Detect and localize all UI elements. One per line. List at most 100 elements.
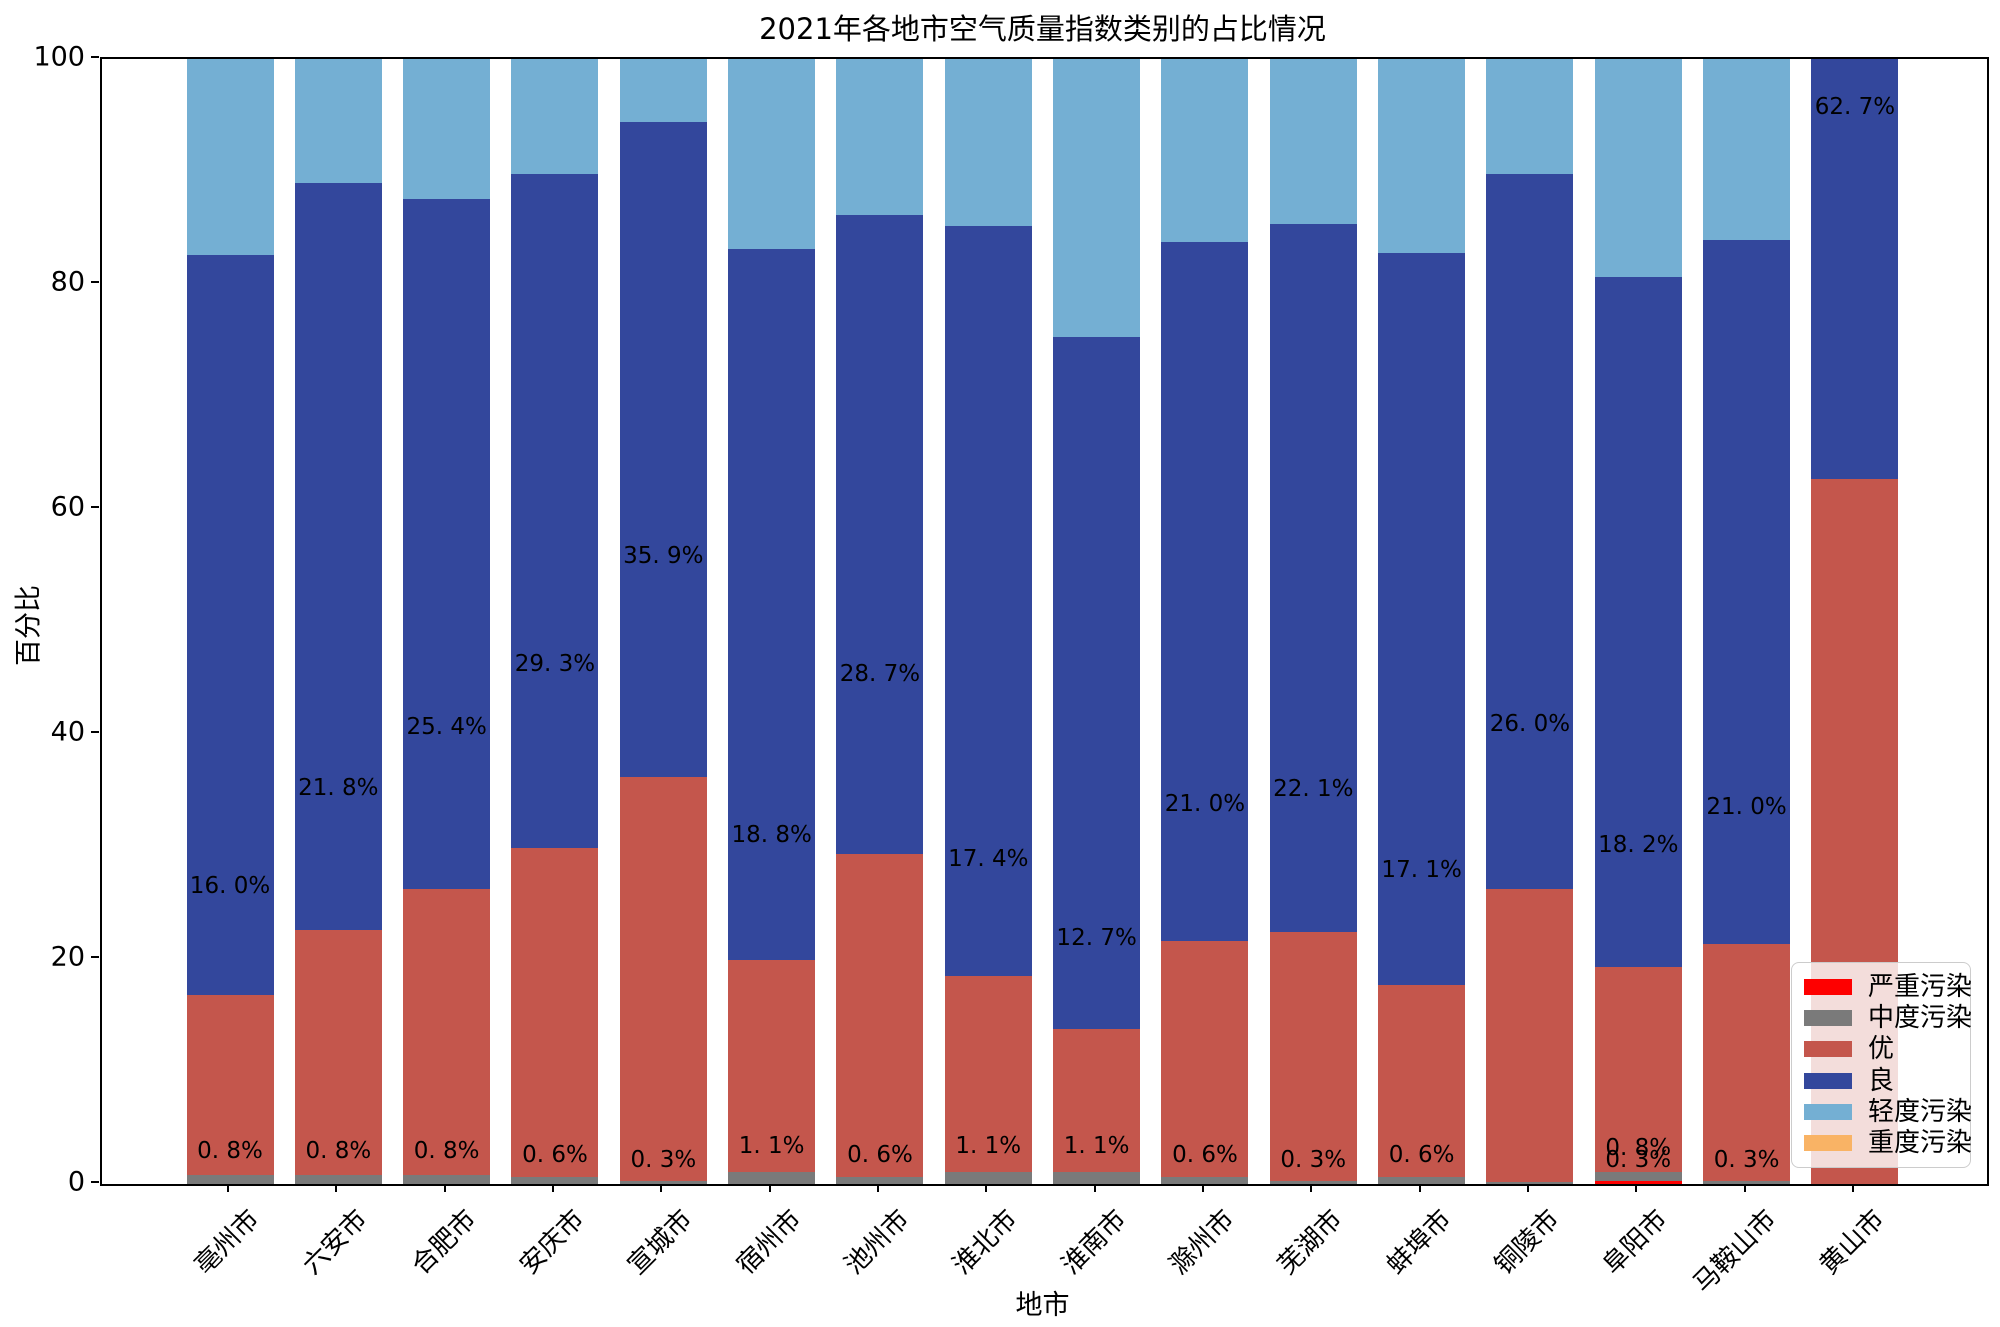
bar-segment-优 (1594, 966, 1682, 1172)
bar-segment-轻度污染 (728, 59, 816, 250)
bar-segment-轻度污染 (511, 59, 599, 174)
y-tick-mark (91, 506, 99, 508)
legend-swatch (1804, 1072, 1852, 1089)
bar-segment-良 (403, 198, 491, 890)
bar-segment-中度污染 (728, 1171, 816, 1184)
bar-segment-中度污染 (1269, 1180, 1357, 1184)
y-tick-mark (91, 956, 99, 958)
x-tick-mark (443, 1184, 446, 1192)
x-tick-mark (1851, 1184, 1854, 1192)
x-tick-mark (1743, 1184, 1746, 1192)
bar-segment-中度污染 (511, 1177, 599, 1184)
y-tick-mark (91, 56, 99, 58)
bar-segment-良 (1594, 277, 1682, 967)
bar-segment-良 (294, 182, 382, 930)
legend-label: 重度污染 (1868, 1127, 1973, 1158)
bar-segment-优 (728, 960, 816, 1172)
legend-label: 中度污染 (1868, 1003, 1973, 1034)
y-tick-label: 60 (50, 491, 85, 523)
bar-segment-良 (1053, 336, 1141, 1029)
bar-segment-良 (1703, 240, 1791, 945)
bar-segment-良 (511, 173, 599, 848)
x-tick-label: 淮南市 (1055, 1204, 1133, 1281)
bar-segment-中度污染 (186, 1175, 274, 1184)
legend-item: 中度污染 (1804, 1004, 1972, 1032)
legend-label: 良 (1868, 1065, 1895, 1096)
bar-segment-中度污染 (1053, 1171, 1141, 1184)
bar-segment-中度污染 (836, 1177, 924, 1184)
bar-segment-中度污染 (619, 1180, 707, 1184)
bar-segment-轻度污染 (1703, 59, 1791, 241)
bar-segment-良 (1486, 173, 1574, 890)
legend: 严重污染 中度污染优良轻度污染 重度污染 (1791, 962, 1972, 1168)
bar-segment-良 (1161, 242, 1249, 941)
x-tick-mark (551, 1184, 554, 1192)
x-tick-mark (335, 1184, 338, 1192)
bar-segment-良 (186, 254, 274, 995)
bar-segment-中度污染 (403, 1175, 491, 1184)
bar-segment-优 (944, 975, 1032, 1172)
y-tick-mark (91, 281, 99, 283)
x-tick-label: 宿州市 (730, 1204, 808, 1281)
bar-segment-中度污染 (1486, 1181, 1574, 1184)
x-tick-mark (985, 1184, 988, 1192)
bar-segment-轻度污染 (836, 59, 924, 216)
bar-segment-中度污染 (1594, 1171, 1682, 1181)
legend-item: 轻度污染 (1804, 1098, 1972, 1126)
bar-segment-轻度污染 (1486, 59, 1574, 174)
bar-segment-中度污染 (944, 1171, 1032, 1184)
legend-item: 良 (1804, 1067, 1958, 1095)
bar-segment-优 (403, 889, 491, 1175)
y-tick-label: 80 (50, 266, 85, 298)
bar-segment-轻度污染 (1269, 59, 1357, 225)
bar-segment-优 (1486, 889, 1574, 1182)
legend-item: 重度污染 (1804, 1129, 1972, 1157)
x-tick-mark (1418, 1184, 1421, 1192)
bar-segment-轻度污染 (619, 59, 707, 122)
bar-segment-良 (944, 225, 1032, 976)
legend-label: 严重污染 (1868, 972, 1973, 1002)
y-axis-title: 百分比 (13, 585, 45, 666)
bar-segment-良 (1811, 59, 1899, 479)
legend-item: 严重污染 (1804, 973, 1972, 1001)
legend-label: 轻度污染 (1868, 1096, 1973, 1127)
x-tick-label: 池州市 (839, 1204, 916, 1281)
x-tick-mark (1093, 1184, 1096, 1192)
y-tick-label: 20 (50, 941, 85, 973)
bar-segment-良 (836, 215, 924, 855)
legend-swatch (1804, 979, 1852, 995)
legend-item: 优 (1804, 1035, 1958, 1063)
bar-segment-优 (1703, 944, 1791, 1181)
bar-segment-轻度污染 (403, 59, 491, 199)
legend-swatch (1804, 1041, 1852, 1058)
bar-segment-轻度污染 (294, 59, 382, 183)
bar-segment-优 (294, 929, 382, 1175)
bar-segment-良 (1269, 224, 1357, 932)
bar-segment-优 (836, 854, 924, 1178)
x-tick-mark (876, 1184, 879, 1192)
y-tick-label: 40 (50, 716, 85, 748)
x-tick-label: 安庆市 (514, 1204, 591, 1281)
x-tick-label: 六安市 (297, 1204, 374, 1281)
bar-segment-良 (1378, 252, 1466, 985)
x-tick-mark (1310, 1184, 1313, 1192)
x-tick-label: 蚌埠市 (1380, 1204, 1458, 1281)
x-tick-mark (227, 1184, 229, 1192)
bar-segment-轻度污染 (944, 59, 1032, 226)
y-tick-mark (91, 1181, 99, 1183)
x-tick-label: 宣城市 (622, 1204, 699, 1281)
bar-segment-轻度污染 (1053, 59, 1141, 337)
bar-segment-优 (511, 847, 599, 1178)
bar-segment-轻度污染 (1378, 59, 1466, 253)
legend-label: 优 (1868, 1034, 1895, 1065)
bar-segment-轻度污染 (1594, 59, 1682, 278)
x-tick-label: 合肥市 (405, 1204, 483, 1281)
y-tick-mark (91, 731, 99, 733)
x-tick-label: 阜阳市 (1597, 1204, 1674, 1281)
bar-segment-优 (186, 995, 274, 1175)
x-tick-mark (660, 1184, 663, 1192)
bar-segment-中度污染 (1161, 1177, 1249, 1184)
bar-segment-优 (1269, 932, 1357, 1181)
y-tick-label: 0 (67, 1166, 85, 1198)
